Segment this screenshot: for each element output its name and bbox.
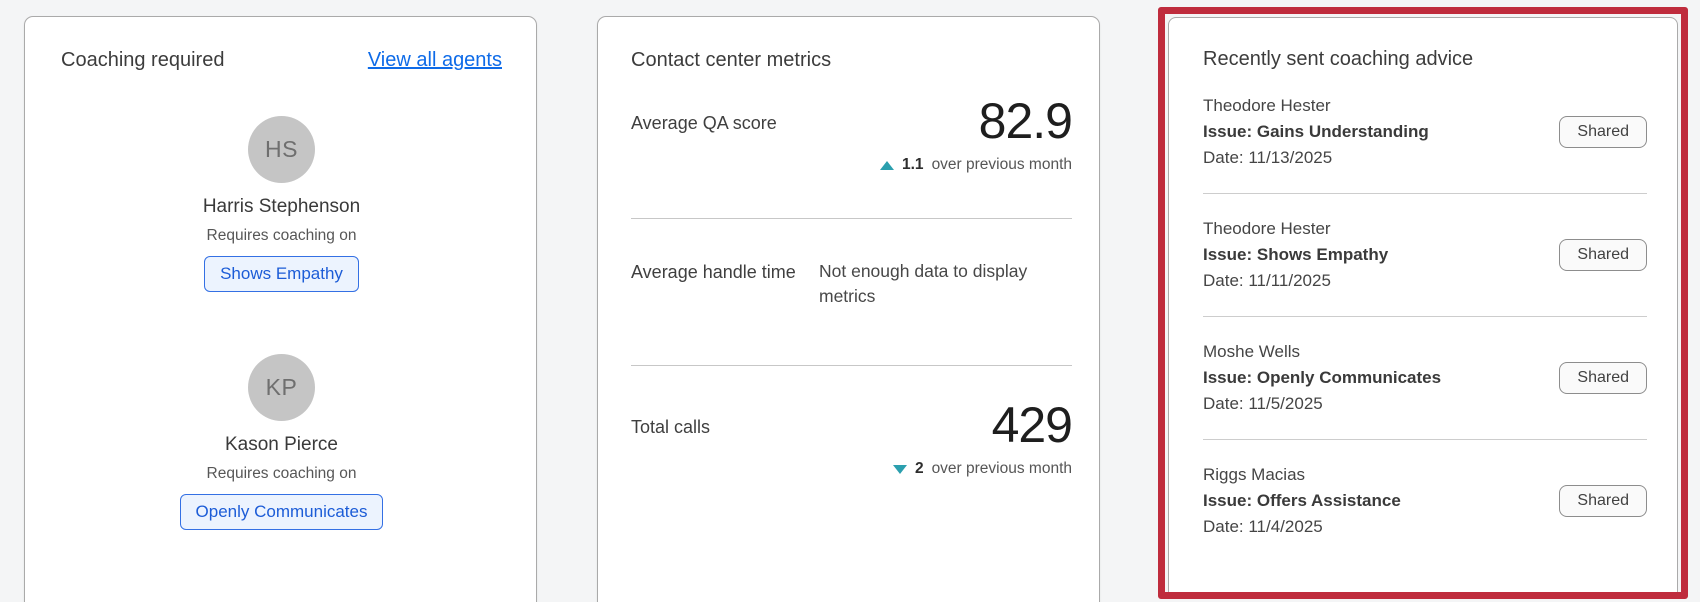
- coaching-topic-chip[interactable]: Shows Empathy: [204, 256, 359, 292]
- metric-row-total-calls: Total calls 429 2 over previous month: [631, 366, 1073, 518]
- advice-issue: Issue: Offers Assistance: [1203, 491, 1401, 510]
- agent-caption: Requires coaching on: [206, 227, 357, 244]
- metric-delta-line: 1.1 over previous month: [799, 156, 1072, 174]
- advice-card-title: Recently sent coaching advice: [1203, 48, 1474, 70]
- agent-item: KP Kason Pierce Requires coaching on Ope…: [61, 354, 502, 530]
- metric-label: Average QA score: [631, 113, 777, 133]
- advice-list-item: Moshe Wells Issue: Openly Communicates D…: [1203, 317, 1647, 440]
- metric-label: Average handle time: [631, 262, 796, 282]
- shared-status-button[interactable]: Shared: [1559, 362, 1647, 394]
- metric-delta-line: 2 over previous month: [799, 460, 1072, 478]
- metric-value: 82.9: [978, 93, 1073, 149]
- recently-sent-coaching-advice-card: Recently sent coaching advice Theodore H…: [1168, 17, 1678, 592]
- advice-date: Date: 11/5/2025: [1203, 394, 1323, 413]
- agents-list: HS Harris Stephenson Requires coaching o…: [61, 116, 502, 530]
- coaching-card-header: Coaching required View all agents: [61, 49, 502, 72]
- advice-list-item: Theodore Hester Issue: Shows Empathy Dat…: [1203, 194, 1647, 317]
- coaching-topic-chip[interactable]: Openly Communicates: [179, 494, 384, 530]
- decrease-arrow-icon: [892, 464, 907, 474]
- advice-issue: Issue: Shows Empathy: [1203, 245, 1389, 264]
- advice-agent-name: Riggs Macias: [1203, 465, 1306, 484]
- advice-text-block: Moshe Wells Issue: Openly Communicates D…: [1203, 339, 1559, 417]
- advice-agent-name: Theodore Hester: [1203, 96, 1331, 115]
- advice-issue: Issue: Openly Communicates: [1203, 368, 1442, 387]
- metric-row-average-qa-score: Average QA score 82.9 1.1 over previous …: [631, 72, 1073, 219]
- advice-text-block: Theodore Hester Issue: Gains Understandi…: [1203, 93, 1559, 171]
- delta-suffix: over previous month: [931, 156, 1072, 173]
- metric-empty-state: Not enough data to display metrics: [799, 245, 1072, 309]
- empty-state-text: Not enough data to display metrics: [819, 261, 1028, 306]
- advice-date: Date: 11/13/2025: [1203, 148, 1333, 167]
- agent-caption: Requires coaching on: [206, 465, 357, 482]
- advice-agent-name: Theodore Hester: [1203, 219, 1331, 238]
- shared-status-button[interactable]: Shared: [1559, 485, 1647, 517]
- advice-issue: Issue: Gains Understanding: [1203, 122, 1429, 141]
- metric-value-block: 82.9 1.1 over previous month: [799, 93, 1073, 174]
- shared-status-button[interactable]: Shared: [1559, 239, 1647, 271]
- shared-status-button[interactable]: Shared: [1559, 116, 1647, 148]
- agent-name: Harris Stephenson: [202, 196, 361, 217]
- agent-item: HS Harris Stephenson Requires coaching o…: [61, 116, 502, 292]
- metric-label: Total calls: [631, 417, 711, 437]
- red-highlight-annotation: Recently sent coaching advice Theodore H…: [1158, 7, 1688, 599]
- advice-date: Date: 11/4/2025: [1203, 517, 1323, 536]
- advice-list-item: Theodore Hester Issue: Gains Understandi…: [1203, 71, 1647, 194]
- avatar: KP: [248, 354, 315, 421]
- metric-value: 429: [991, 397, 1073, 453]
- delta-suffix: over previous month: [931, 460, 1072, 477]
- view-all-agents-link[interactable]: View all agents: [367, 49, 502, 71]
- increase-arrow-icon: [880, 160, 894, 170]
- metric-value-block: 429 2 over previous month: [799, 397, 1073, 478]
- metrics-card-title: Contact center metrics: [631, 49, 832, 71]
- contact-center-metrics-card: Contact center metrics Average QA score …: [597, 16, 1100, 602]
- advice-agent-name: Moshe Wells: [1203, 342, 1300, 361]
- metric-row-average-handle-time: Average handle time Not enough data to d…: [631, 219, 1072, 366]
- advice-text-block: Riggs Macias Issue: Offers Assistance Da…: [1203, 462, 1559, 540]
- advice-text-block: Theodore Hester Issue: Shows Empathy Dat…: [1203, 216, 1559, 294]
- advice-date: Date: 11/11/2025: [1203, 271, 1331, 290]
- avatar: HS: [248, 116, 315, 183]
- delta-value: 2: [914, 460, 924, 477]
- coaching-card-title: Coaching required: [61, 49, 225, 71]
- coaching-required-card: Coaching required View all agents HS Har…: [24, 16, 537, 602]
- agent-name: Kason Pierce: [224, 434, 338, 455]
- delta-value: 1.1: [902, 156, 924, 173]
- advice-list-item: Riggs Macias Issue: Offers Assistance Da…: [1203, 440, 1647, 562]
